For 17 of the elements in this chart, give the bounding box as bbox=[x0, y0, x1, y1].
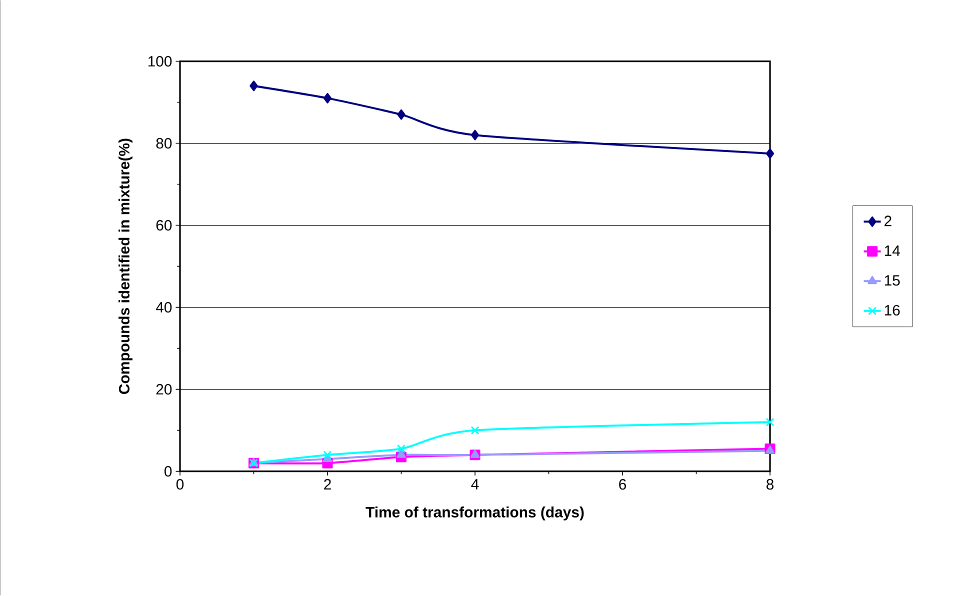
x-tick-label: 2 bbox=[324, 479, 331, 490]
y-tick-label: 0 bbox=[164, 466, 172, 477]
y-tick-label: 60 bbox=[156, 220, 172, 231]
y-tick-label: 40 bbox=[156, 302, 172, 313]
x-axis-title: Time of transformations (days) bbox=[366, 506, 584, 521]
x-tick-label: 0 bbox=[176, 479, 184, 490]
legend-label: 2 bbox=[884, 216, 892, 226]
y-axis-title: Compounds identified in mixture(%) bbox=[118, 138, 132, 394]
legend-label: 14 bbox=[884, 246, 900, 256]
y-tick-label: 100 bbox=[148, 56, 172, 67]
y-tick-label: 20 bbox=[156, 384, 172, 395]
x-tick-label: 8 bbox=[766, 479, 774, 490]
y-tick-label: 80 bbox=[156, 138, 172, 149]
x-tick-label: 6 bbox=[619, 479, 626, 490]
legend-label: 15 bbox=[884, 275, 900, 286]
x-tick-label: 4 bbox=[471, 479, 479, 490]
legend-label: 16 bbox=[884, 305, 900, 316]
